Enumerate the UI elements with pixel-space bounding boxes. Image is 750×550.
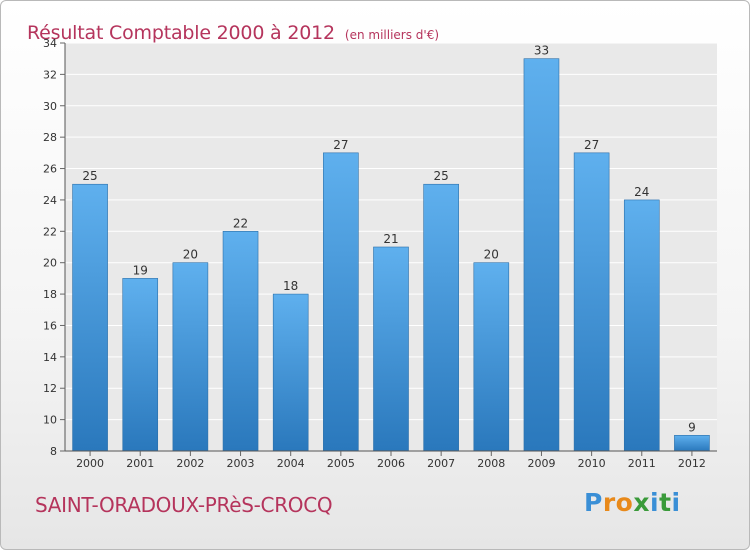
y-tick-label: 30 [43,100,57,113]
y-tick-label: 28 [43,131,57,144]
y-tick-label: 22 [43,225,57,238]
bar-series [72,58,710,452]
bar-2002 [172,262,209,452]
x-tick-label: 2011 [628,457,656,470]
value-label-2008: 20 [484,248,499,262]
value-label-2010: 27 [584,138,599,152]
commune-name: SAINT-ORADOUX-PRèS-CROCQ [35,493,333,517]
logo-letter: o [615,488,634,517]
value-label-2000: 25 [82,169,97,183]
x-tick-label: 2001 [126,457,154,470]
logo-letter: P [584,488,603,517]
value-label-2006: 21 [383,232,398,246]
chart-unit-text: (en milliers d'€) [344,28,440,42]
value-label-2009: 33 [534,44,549,58]
logo-letter: x [633,488,650,517]
logo-letter: t [659,488,672,517]
value-label-2005: 27 [333,138,348,152]
bar-2003 [222,231,259,452]
logo-letter: r [602,488,616,517]
y-tick-label: 12 [43,382,57,395]
value-label-2001: 19 [133,263,148,277]
y-tick-label: 10 [43,414,57,427]
x-tick-label: 2009 [527,457,555,470]
y-tick-label: 32 [43,68,57,81]
y-tick-label: 18 [43,288,57,301]
bar-2010 [573,152,610,452]
x-axis-ticks: 2000 2001 2002 2003 2004 2005 2006 2007 2008 2009… [76,451,706,470]
x-tick-label: 2007 [427,457,455,470]
y-tick-label: 14 [43,351,57,364]
y-tick-label: 16 [43,319,57,332]
chart-title: Résultat Comptable 2000 à 2012 (en millie… [27,9,439,47]
y-tick-label: 8 [50,445,57,458]
bar-2005 [323,152,359,452]
bar-2001 [122,278,159,452]
y-tick-label: 24 [43,194,57,207]
bar-2004 [272,293,309,452]
y-tick-label: 20 [43,257,57,270]
y-axis-ticks: 8 10 12 14 16 18 20 22 24 26 28 30 32 34 [43,37,65,458]
bar-2006 [373,246,409,452]
y-tick-label: 26 [43,163,57,176]
x-tick-label: 2000 [76,457,104,470]
x-tick-label: 2005 [327,457,355,470]
x-tick-label: 2008 [477,457,505,470]
x-tick-label: 2012 [678,457,706,470]
bar-2011 [623,199,660,452]
bar-2008 [473,262,510,452]
x-tick-label: 2003 [227,457,255,470]
x-tick-label: 2004 [277,457,305,470]
bar-2000 [72,183,108,452]
proxiti-logo[interactable]: Proxiti [584,488,681,517]
bar-2007 [423,183,459,452]
x-tick-label: 2002 [176,457,204,470]
value-label-2012: 9 [688,420,696,434]
x-tick-label: 2010 [578,457,606,470]
value-labels: 25 19 20 22 18 27 21 25 20 33 27 24 9 [82,44,695,435]
logo-letter: i [671,488,681,517]
value-label-2002: 20 [183,248,198,262]
value-label-2004: 18 [283,279,298,293]
bar-2012 [674,435,710,452]
value-label-2003: 22 [233,216,248,230]
value-label-2007: 25 [434,169,449,183]
x-tick-label: 2006 [377,457,405,470]
bar-2009 [523,58,560,452]
logo-letter: i [650,488,660,517]
chart-title-text: Résultat Comptable 2000 à 2012 [27,22,335,44]
y-tick-label: 34 [43,37,57,50]
value-label-2011: 24 [634,185,649,199]
